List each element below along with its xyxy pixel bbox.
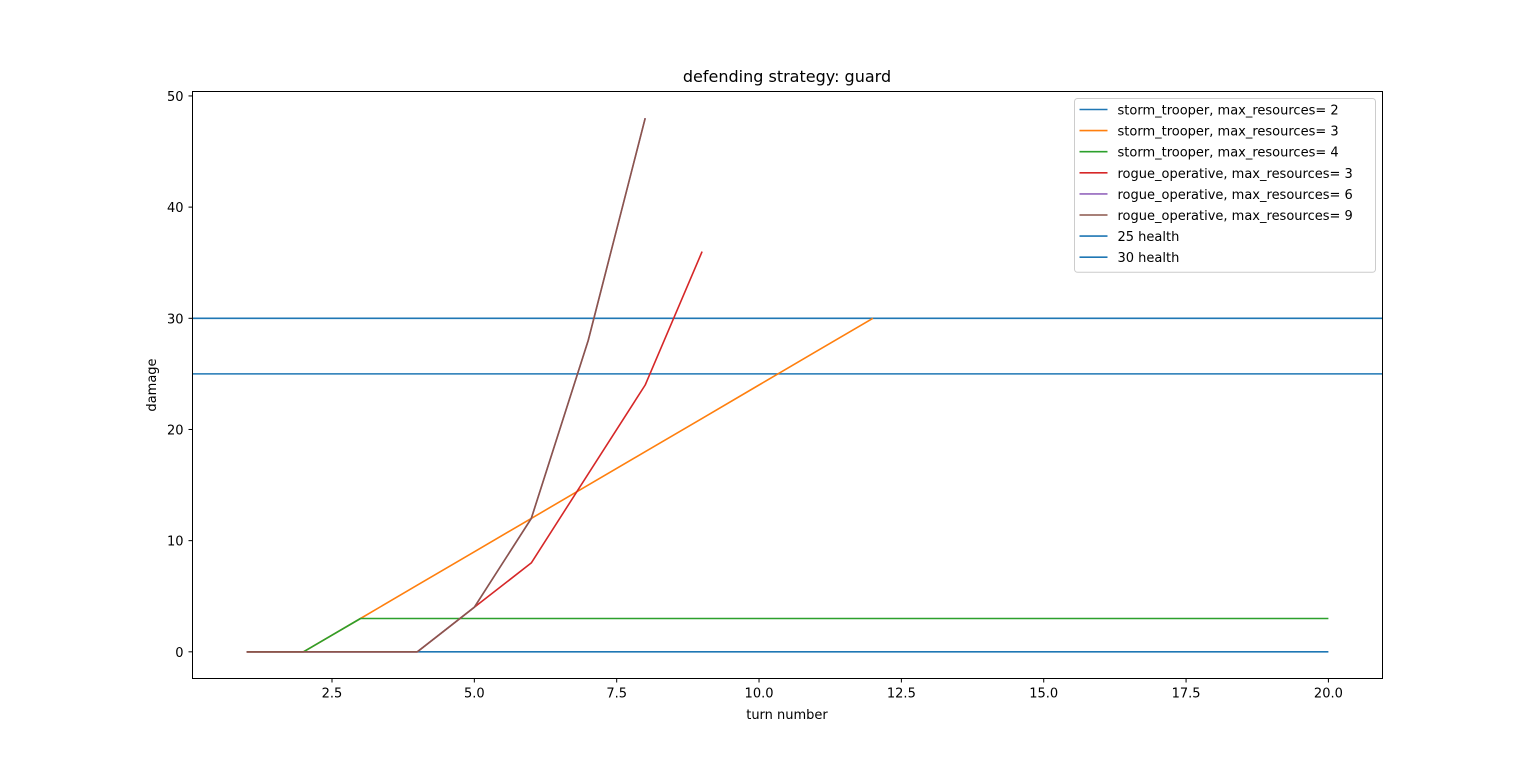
series-line-5 (246, 118, 646, 653)
legend-box (1074, 98, 1376, 273)
plot-frame (192, 91, 1383, 679)
legend-label: storm_trooper, max_resources= 2 (1118, 104, 1339, 119)
series-line-3 (246, 617, 1329, 653)
x-tick-label: 17.5 (1172, 687, 1201, 702)
x-tick-label: 20.0 (1314, 687, 1343, 702)
legend-label: 25 health (1118, 230, 1180, 245)
x-tick-label: 10.0 (745, 687, 774, 702)
legend-label: 30 health (1118, 251, 1180, 266)
x-axis: 2.5 5.0 7.5 10.0 12.5 15.0 17.5 20.0 (322, 678, 1343, 702)
legend-label: rogue_operative, max_resources= 9 (1118, 209, 1353, 224)
y-tick-label: 0 (175, 646, 183, 661)
series-line-4 (246, 251, 703, 653)
legend-label: rogue_operative, max_resources= 6 (1118, 188, 1353, 203)
y-tick-label: 30 (167, 312, 184, 327)
series-line-6 (246, 118, 646, 653)
legend-label: storm_trooper, max_resources= 3 (1118, 125, 1339, 140)
legend-label: rogue_operative, max_resources= 3 (1118, 167, 1353, 182)
x-tick-label: 15.0 (1029, 687, 1058, 702)
y-tick-label: 40 (167, 201, 184, 216)
legend: storm_trooper, max_resources= 2 storm_tro… (1074, 98, 1376, 273)
y-axis-label: damage (145, 358, 160, 411)
x-tick-label: 2.5 (322, 687, 343, 702)
y-tick-label: 10 (167, 535, 184, 550)
plot-lines (192, 118, 1383, 653)
y-tick-label: 50 (167, 90, 184, 105)
series-line-2 (246, 317, 874, 653)
x-tick-label: 12.5 (887, 687, 916, 702)
chart-title: defending strategy: guard (683, 67, 891, 86)
x-tick-label: 5.0 (464, 687, 485, 702)
y-axis: 0 10 20 30 40 50 (167, 90, 193, 661)
y-tick-label: 20 (167, 423, 184, 438)
legend-label: storm_trooper, max_resources= 4 (1118, 146, 1339, 161)
x-axis-label: turn number (746, 708, 828, 723)
x-tick-label: 7.5 (606, 687, 627, 702)
